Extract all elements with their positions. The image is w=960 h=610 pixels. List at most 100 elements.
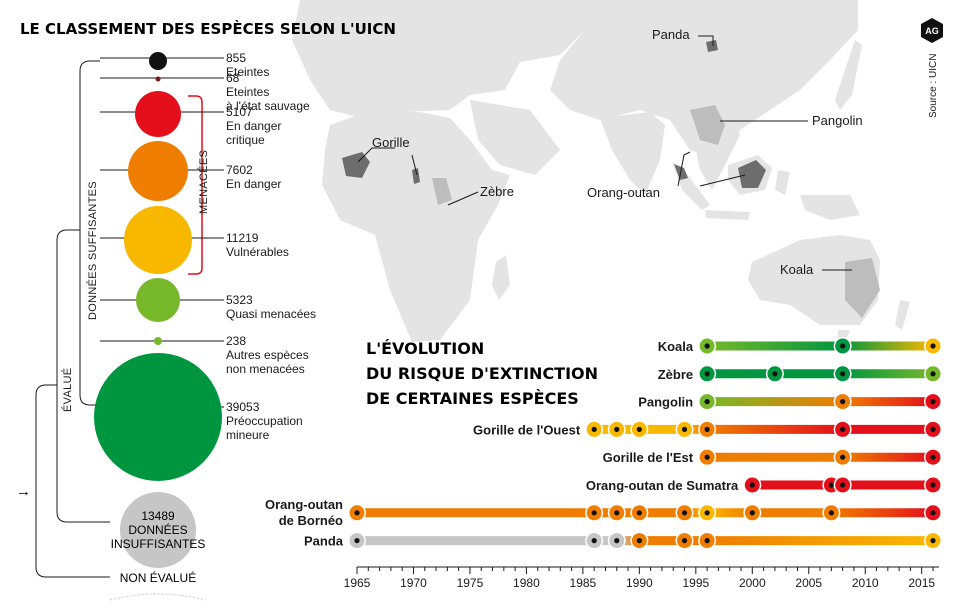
range-gorilla-west <box>342 152 370 178</box>
entry-arrow: → <box>16 483 31 500</box>
extinction-timeline: L'ÉVOLUTION DU RISQUE D'EXTINCTION DE CE… <box>265 337 942 590</box>
category-count: 5107 <box>226 105 253 119</box>
series-7: Panda <box>304 531 942 550</box>
map-japan <box>835 40 862 110</box>
series-0: Koala <box>658 337 942 355</box>
category-label: Vulnérables <box>226 245 289 259</box>
status-point-center <box>614 510 620 516</box>
insufficient-line2: INSUFFISANTES <box>111 537 206 551</box>
status-point-center <box>681 426 688 432</box>
series-label: Panda <box>304 534 344 549</box>
x-tick-label: 1985 <box>570 576 597 590</box>
category-circle <box>124 206 192 274</box>
status-point-center <box>704 538 710 544</box>
x-tick-label: 1990 <box>626 576 653 590</box>
status-point-center <box>828 482 834 488</box>
category-label: critique <box>226 133 265 147</box>
menacees-label: MENACÉES <box>197 150 210 214</box>
donnees-suffisantes-label: DONNÉES SUFFISANTES <box>86 181 99 320</box>
status-point-center <box>636 426 642 432</box>
x-tick-label: 2010 <box>852 576 879 590</box>
map-india <box>600 112 665 195</box>
map-newzealand <box>895 300 910 330</box>
category-label: mineure <box>226 428 270 442</box>
map-label-zebre: Zèbre <box>480 184 514 199</box>
status-point-center <box>614 426 620 432</box>
status-point-center <box>704 371 710 377</box>
map-australia <box>748 235 880 325</box>
status-point-center <box>930 399 936 405</box>
status-point-center <box>840 399 846 405</box>
x-tick-label: 1980 <box>513 576 540 590</box>
status-point-center <box>636 510 642 516</box>
map-madagascar <box>492 255 510 300</box>
status-point-center <box>354 510 360 516</box>
category-circle <box>128 141 188 201</box>
status-point-center <box>930 371 936 377</box>
map-callouts <box>357 35 852 271</box>
x-tick-label: 2015 <box>908 576 935 590</box>
status-point-center <box>704 399 710 405</box>
status-point-center <box>930 454 936 460</box>
chart-title-line3: DE CERTAINES ESPÈCES <box>366 389 579 408</box>
logo-text: AG <box>925 26 939 36</box>
status-point-center <box>840 454 846 460</box>
category-label: Quasi menacées <box>226 307 316 321</box>
map-newguinea <box>800 195 860 220</box>
category-label: à l'état sauvage <box>226 99 310 113</box>
range-panda <box>706 40 718 52</box>
x-tick-label: 2000 <box>739 576 766 590</box>
series-label: Pangolin <box>638 395 693 410</box>
category-count: 68 <box>226 71 240 85</box>
series-label: Orang-outan de Sumatra <box>586 478 739 493</box>
series-label: Gorille de l'Ouest <box>473 422 581 437</box>
range-zebra <box>432 178 452 205</box>
category-count: 11219 <box>226 231 259 245</box>
insufficient-data: 13489 DONNÉES INSUFFISANTES <box>111 492 206 568</box>
status-point-center <box>704 454 710 460</box>
status-point-center <box>930 343 936 349</box>
status-point-center <box>930 482 936 488</box>
chart-title-line1: L'ÉVOLUTION <box>366 339 484 358</box>
status-point-center <box>681 538 688 544</box>
series-label: Gorille de l'Est <box>603 450 694 465</box>
page-title: LE CLASSEMENT DES ESPÈCES SELON L'UICN <box>20 19 396 38</box>
category-label: Autres espèces <box>226 348 309 362</box>
category-circle <box>94 353 222 481</box>
range-orangutan-borneo <box>738 160 766 188</box>
map-label-gorille: Gorille <box>372 135 410 150</box>
classification-tree: DONNÉES SUFFISANTES ÉVALUÉ MENACÉES → NO… <box>16 51 316 601</box>
status-point-center <box>749 482 755 488</box>
status-point-center <box>840 371 846 377</box>
x-tick-label: 2005 <box>795 576 822 590</box>
non-evalue-label: NON ÉVALUÉ <box>120 570 196 585</box>
insufficient-line1: DONNÉES <box>128 522 187 537</box>
tree-brackets <box>35 60 203 578</box>
map-label-orangoutan: Orang-outan <box>587 185 660 200</box>
status-point-center <box>749 510 755 516</box>
status-point-center <box>930 538 936 544</box>
category-circle <box>149 52 167 70</box>
map-europe <box>292 0 600 120</box>
series-2: Pangolin <box>638 392 942 411</box>
x-tick-label: 1975 <box>457 576 484 590</box>
category-circle <box>135 91 181 137</box>
x-tick-label: 1970 <box>400 576 427 590</box>
map-africa <box>322 110 510 342</box>
map-arabia <box>470 100 560 175</box>
status-point-center <box>840 343 846 349</box>
status-point-center <box>704 510 710 516</box>
category-count: 5323 <box>226 293 253 307</box>
x-tick-label: 1995 <box>682 576 709 590</box>
series-3: Gorille de l'Ouest <box>473 420 942 439</box>
series-label: Zèbre <box>658 367 693 382</box>
status-point-center <box>614 538 620 544</box>
series-1: Zèbre <box>658 364 942 383</box>
